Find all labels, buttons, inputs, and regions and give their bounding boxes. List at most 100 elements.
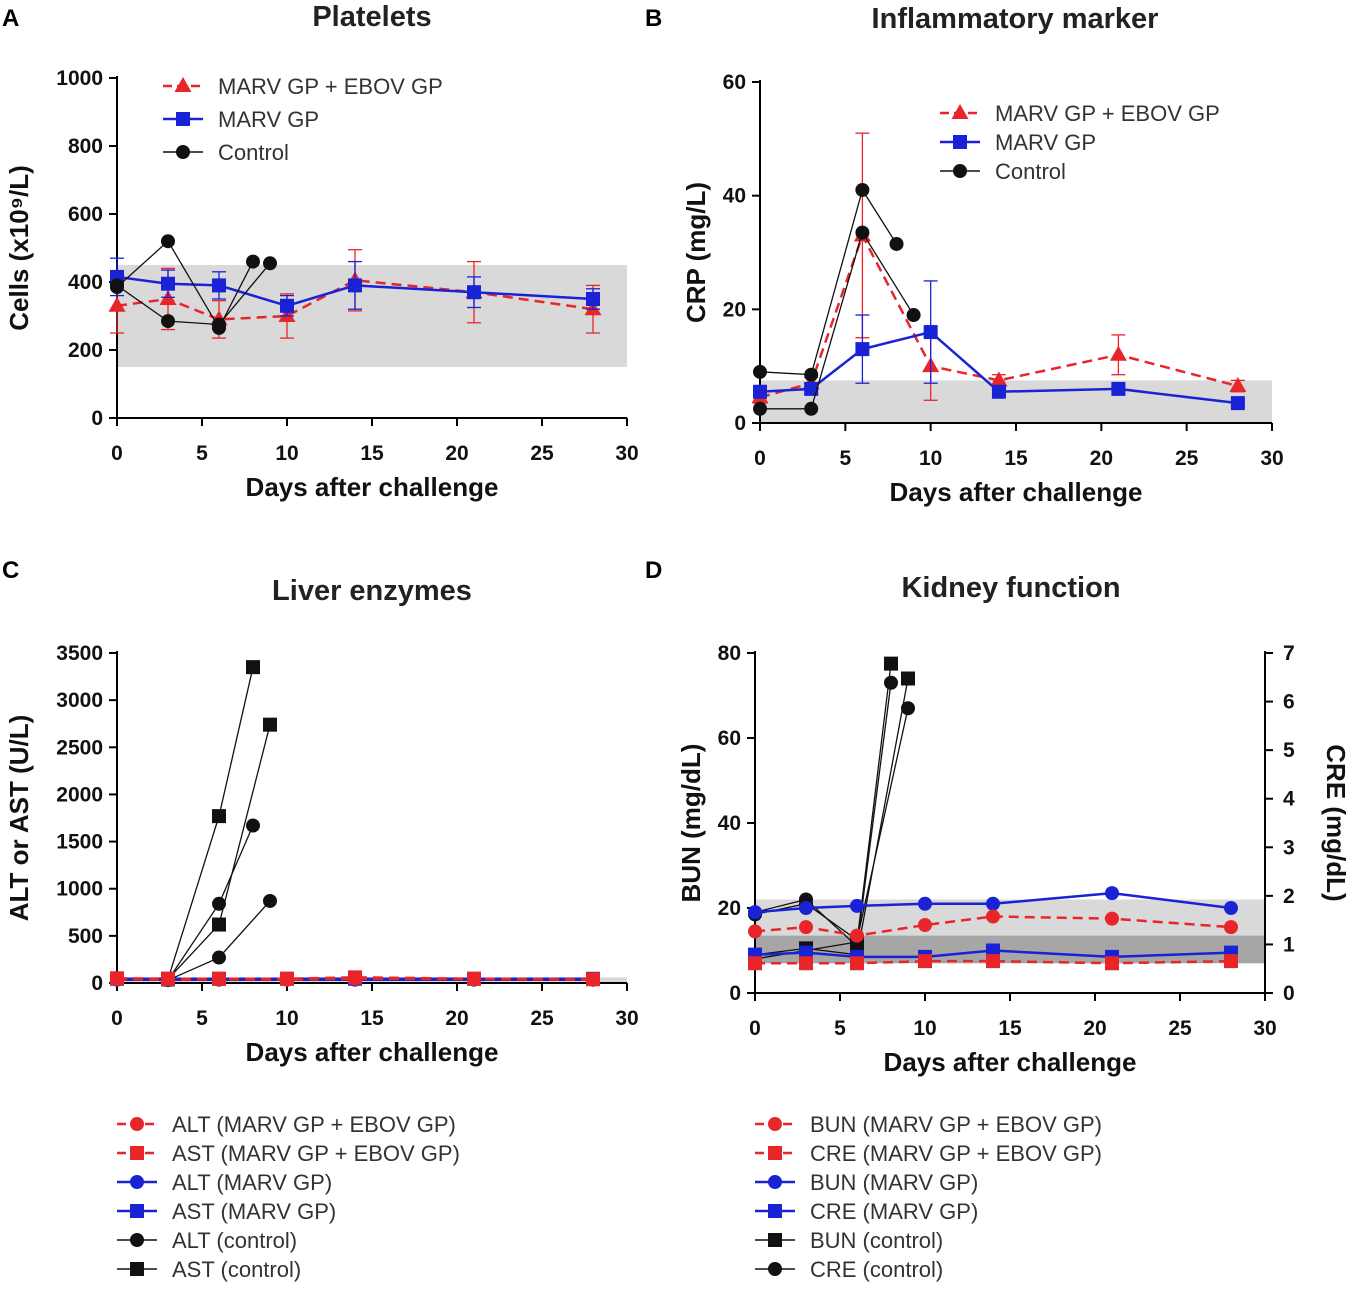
data-point [884, 675, 898, 690]
y-tick-label: 80 [718, 642, 741, 665]
data-point [110, 278, 124, 293]
data-point [804, 401, 819, 416]
data-point [1105, 956, 1119, 971]
data-point [212, 896, 226, 911]
legend-label: Control [995, 159, 1066, 184]
chart-title: Kidney function [901, 572, 1120, 604]
data-point [467, 971, 481, 986]
x-tick-label: 20 [1090, 447, 1113, 470]
legend-label: MARV GP + EBOV GP [218, 74, 443, 99]
data-point [246, 660, 260, 675]
data-point [918, 918, 932, 932]
chart-title: Platelets [312, 1, 431, 33]
legend-label: AST (MARV GP + EBOV GP) [172, 1141, 460, 1166]
legend-marker [951, 104, 969, 119]
y-tick-label: 60 [723, 71, 746, 94]
data-point [855, 342, 870, 357]
x-axis-label: Days after challenge [246, 1037, 499, 1067]
legend-marker [130, 1204, 144, 1218]
legend-label: BUN (control) [810, 1228, 943, 1253]
data-point [753, 384, 767, 399]
data-point [986, 943, 1000, 958]
x-axis-label: Days after challenge [246, 472, 499, 502]
series-1 [753, 280, 1245, 411]
data-point [263, 256, 277, 271]
x-tick-label: 25 [530, 1007, 554, 1030]
reference-band-1 [755, 935, 1265, 964]
y-tick-label: 0 [91, 407, 103, 430]
data-point [906, 308, 921, 323]
data-point [348, 278, 362, 293]
legend-marker [768, 1204, 782, 1218]
series-line [116, 240, 254, 330]
legend-label: MARV GP [995, 130, 1096, 155]
legend-marker [953, 164, 967, 178]
x-tick-label: 15 [998, 1017, 1022, 1040]
data-point [753, 401, 767, 416]
y-tick-label: 20 [718, 897, 741, 920]
legend-label: CRE (MARV GP) [810, 1199, 978, 1224]
series-line [167, 825, 254, 981]
data-point [799, 956, 813, 971]
x-tick-label: 15 [360, 1007, 384, 1030]
data-point [212, 971, 226, 986]
series-line [754, 678, 909, 956]
x-tick-label: 5 [196, 442, 208, 465]
panel-letter: A [2, 5, 19, 32]
reference-band-0 [760, 380, 1272, 423]
series-2 [753, 182, 904, 382]
data-point [161, 276, 175, 291]
data-point [918, 954, 932, 969]
data-point [110, 971, 124, 986]
x-axis-label: Days after challenge [884, 1047, 1137, 1077]
x-tick-label: 5 [839, 447, 851, 470]
legend-marker [130, 1175, 144, 1189]
series-4 [748, 886, 1238, 920]
data-point [986, 896, 1000, 911]
panel-b: B Inflammatory marker 0 5 10 15 20 25 30 0 20 40 60 D… [645, 3, 1284, 507]
data-point [1111, 381, 1126, 396]
data-point [161, 234, 175, 249]
data-point [748, 924, 762, 939]
legend-label: CRE (control) [810, 1257, 943, 1282]
data-point [212, 809, 226, 824]
y-tick-label: 2500 [56, 736, 103, 759]
series-line [116, 262, 271, 326]
x-tick-label: 25 [530, 442, 554, 465]
x-tick-label: 15 [1004, 447, 1028, 470]
data-point [161, 314, 175, 329]
x-tick-label: 30 [1260, 447, 1283, 470]
x-tick-label: 0 [111, 1007, 123, 1030]
y2-tick-label: 7 [1283, 642, 1295, 665]
y-axis-label: ALT or AST (U/L) [4, 715, 34, 922]
x-tick-label: 15 [360, 442, 384, 465]
legend-marker [768, 1117, 782, 1131]
data-point [748, 905, 762, 920]
x-tick-label: 10 [919, 447, 942, 470]
data-point [855, 225, 870, 240]
x-tick-label: 20 [445, 1007, 468, 1030]
data-point [850, 898, 864, 913]
data-point [263, 893, 277, 908]
y2-tick-label: 5 [1283, 739, 1295, 762]
data-point [991, 384, 1006, 399]
panel-letter: B [645, 5, 662, 32]
legend: MARV GP + EBOV GP MARV GP Control [163, 74, 443, 165]
legend-marker [130, 1262, 144, 1276]
series-line [167, 666, 254, 980]
y-tick-label: 2000 [56, 783, 103, 806]
y2-tick-label: 3 [1283, 836, 1295, 859]
y-tick-label: 1000 [56, 878, 103, 901]
data-point [1229, 377, 1247, 393]
reference-band-0 [117, 265, 627, 367]
series-7 [110, 970, 600, 987]
data-point [986, 909, 1000, 924]
data-point [748, 956, 762, 971]
legend: BUN (MARV GP + EBOV GP) CRE (MARV GP + EB… [755, 1112, 1102, 1282]
x-tick-label: 30 [615, 442, 638, 465]
x-tick-label: 5 [196, 1007, 208, 1030]
data-point [1105, 886, 1119, 901]
x-tick-label: 25 [1168, 1017, 1192, 1040]
data-point [1109, 345, 1127, 361]
